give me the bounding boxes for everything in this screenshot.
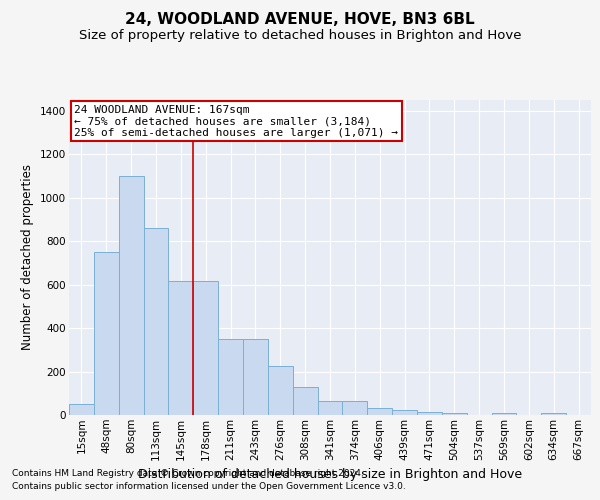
Bar	[392, 410, 417, 415]
Bar	[367, 408, 392, 415]
Bar	[193, 282, 218, 415]
Bar	[69, 404, 94, 415]
Bar	[317, 401, 343, 415]
Bar	[343, 401, 367, 415]
Text: 24 WOODLAND AVENUE: 167sqm
← 75% of detached houses are smaller (3,184)
25% of s: 24 WOODLAND AVENUE: 167sqm ← 75% of deta…	[74, 104, 398, 138]
Bar	[293, 387, 317, 415]
Bar	[417, 412, 442, 415]
X-axis label: Distribution of detached houses by size in Brighton and Hove: Distribution of detached houses by size …	[138, 468, 522, 481]
Bar	[119, 176, 143, 415]
Bar	[143, 228, 169, 415]
Y-axis label: Number of detached properties: Number of detached properties	[22, 164, 34, 350]
Text: Size of property relative to detached houses in Brighton and Hove: Size of property relative to detached ho…	[79, 29, 521, 42]
Text: 24, WOODLAND AVENUE, HOVE, BN3 6BL: 24, WOODLAND AVENUE, HOVE, BN3 6BL	[125, 12, 475, 28]
Bar	[541, 413, 566, 415]
Bar	[94, 252, 119, 415]
Bar	[268, 366, 293, 415]
Bar	[442, 413, 467, 415]
Text: Contains HM Land Registry data © Crown copyright and database right 2024.: Contains HM Land Registry data © Crown c…	[12, 468, 364, 477]
Text: Contains public sector information licensed under the Open Government Licence v3: Contains public sector information licen…	[12, 482, 406, 491]
Bar	[218, 339, 243, 415]
Bar	[491, 413, 517, 415]
Bar	[169, 282, 193, 415]
Bar	[243, 339, 268, 415]
